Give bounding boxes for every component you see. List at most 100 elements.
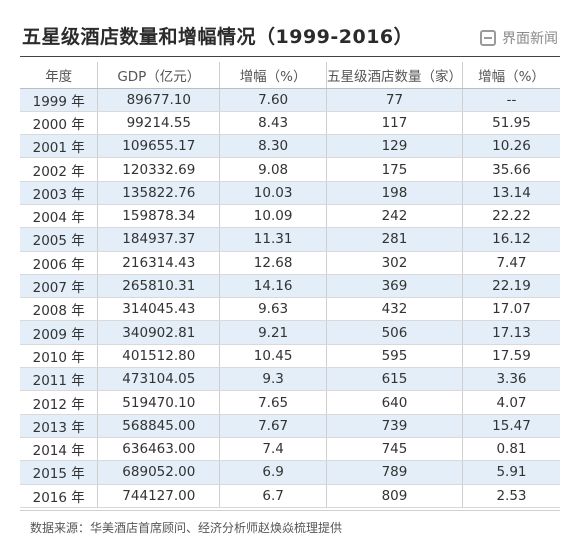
cell-gdp-growth: 10.45 — [219, 344, 327, 369]
cell-hotel-growth: 22.19 — [462, 274, 560, 299]
cell-year: 2006 年 — [20, 251, 99, 275]
table-row: 2003 年 135822.76 10.03 198 13.14 — [20, 181, 560, 205]
cell-year: 1999 年 — [20, 88, 99, 112]
brand-logo-icon — [480, 30, 496, 46]
cell-gdp-growth: 7.60 — [219, 88, 327, 112]
cell-year: 2007 年 — [20, 274, 99, 299]
cell-hotel-growth: 22.22 — [462, 204, 560, 229]
cell-gdp-growth: 7.65 — [219, 390, 327, 415]
page-title: 五星级酒店数量和增幅情况（1999-2016） — [22, 26, 414, 48]
cell-gdp-growth: 8.43 — [219, 111, 327, 136]
cell-hotel-count: 302 — [326, 251, 463, 275]
header-hotel-growth: 增幅（%） — [462, 62, 560, 89]
cell-gdp-growth: 7.4 — [219, 437, 327, 462]
cell-hotel-count: 745 — [326, 437, 463, 462]
cell-gdp-growth: 6.7 — [219, 484, 327, 508]
cell-hotel-growth: 4.07 — [462, 390, 560, 415]
cell-gdp: 568845.00 — [97, 414, 221, 438]
cell-gdp-growth: 8.30 — [219, 134, 327, 159]
cell-gdp: 314045.43 — [97, 297, 221, 322]
table-row: 2001 年 109655.17 8.30 129 10.26 — [20, 134, 560, 159]
cell-gdp-growth: 9.63 — [219, 297, 327, 322]
cell-gdp: 401512.80 — [97, 344, 221, 369]
title-bar: 五星级酒店数量和增幅情况（1999-2016） 界面新闻 — [0, 0, 580, 60]
cell-hotel-count: 432 — [326, 297, 463, 322]
cell-gdp: 89677.10 — [97, 88, 221, 112]
cell-gdp-growth: 11.31 — [219, 227, 327, 252]
cell-hotel-growth: 5.91 — [462, 460, 560, 485]
cell-year: 2001 年 — [20, 134, 99, 159]
cell-hotel-growth: 17.07 — [462, 297, 560, 322]
brand-name: 界面新闻 — [502, 31, 558, 47]
cell-hotel-growth: 35.66 — [462, 157, 560, 182]
cell-hotel-count: 281 — [326, 227, 463, 252]
cell-hotel-growth: 2.53 — [462, 484, 560, 508]
cell-gdp-growth: 10.09 — [219, 204, 327, 229]
cell-gdp-growth: 10.03 — [219, 181, 327, 205]
header-gdp-growth: 增幅（%） — [219, 62, 327, 89]
cell-hotel-growth: 17.59 — [462, 344, 560, 369]
cell-gdp: 636463.00 — [97, 437, 221, 462]
cell-hotel-growth: -- — [462, 88, 560, 112]
table-body: 1999 年 89677.10 7.60 77 -- 2000 年 99214.55 8.43… — [20, 88, 560, 508]
cell-year: 2004 年 — [20, 204, 99, 229]
cell-gdp: 689052.00 — [97, 460, 221, 485]
cell-hotel-growth: 7.47 — [462, 251, 560, 275]
cell-gdp: 473104.05 — [97, 367, 221, 392]
table-row: 1999 年 89677.10 7.60 77 -- — [20, 88, 560, 112]
cell-hotel-growth: 15.47 — [462, 414, 560, 438]
cell-year: 2010 年 — [20, 344, 99, 369]
cell-year: 2011 年 — [20, 367, 99, 392]
cell-gdp: 265810.31 — [97, 274, 221, 299]
table-row: 2007 年 265810.31 14.16 369 22.19 — [20, 274, 560, 299]
cell-year: 2013 年 — [20, 414, 99, 438]
cell-hotel-growth: 16.12 — [462, 227, 560, 252]
cell-year: 2003 年 — [20, 181, 99, 205]
cell-gdp-growth: 9.3 — [219, 367, 327, 392]
data-table: 年度 GDP（亿元） 增幅（%） 五星级酒店数量（家） 增幅（%） 1999 年… — [20, 62, 560, 508]
cell-hotel-count: 369 — [326, 274, 463, 299]
cell-gdp: 159878.34 — [97, 204, 221, 229]
table-row: 2002 年 120332.69 9.08 175 35.66 — [20, 157, 560, 182]
cell-hotel-growth: 0.81 — [462, 437, 560, 462]
table-row: 2000 年 99214.55 8.43 117 51.95 — [20, 111, 560, 136]
cell-hotel-growth: 10.26 — [462, 134, 560, 159]
cell-gdp-growth: 7.67 — [219, 414, 327, 438]
cell-hotel-count: 789 — [326, 460, 463, 485]
cell-year: 2005 年 — [20, 227, 99, 252]
cell-hotel-growth: 3.36 — [462, 367, 560, 392]
brand: 界面新闻 — [480, 28, 558, 48]
table-row: 2006 年 216314.43 12.68 302 7.47 — [20, 251, 560, 275]
cell-hotel-count: 77 — [326, 88, 463, 112]
cell-gdp: 184937.37 — [97, 227, 221, 252]
cell-gdp-growth: 9.21 — [219, 320, 327, 345]
table-row: 2008 年 314045.43 9.63 432 17.07 — [20, 297, 560, 322]
cell-gdp: 744127.00 — [97, 484, 221, 508]
table-row: 2014 年 636463.00 7.4 745 0.81 — [20, 437, 560, 462]
table-row: 2005 年 184937.37 11.31 281 16.12 — [20, 227, 560, 252]
header-year: 年度 — [20, 62, 99, 89]
cell-gdp: 120332.69 — [97, 157, 221, 182]
table-row: 2010 年 401512.80 10.45 595 17.59 — [20, 344, 560, 369]
cell-hotel-count: 117 — [326, 111, 463, 136]
cell-year: 2002 年 — [20, 157, 99, 182]
cell-gdp: 340902.81 — [97, 320, 221, 345]
cell-year: 2015 年 — [20, 460, 99, 485]
cell-hotel-growth: 51.95 — [462, 111, 560, 136]
table-header-row: 年度 GDP（亿元） 增幅（%） 五星级酒店数量（家） 增幅（%） — [20, 62, 560, 89]
cell-gdp: 109655.17 — [97, 134, 221, 159]
cell-gdp-growth: 12.68 — [219, 251, 327, 275]
cell-gdp-growth: 9.08 — [219, 157, 327, 182]
table-row: 2004 年 159878.34 10.09 242 22.22 — [20, 204, 560, 229]
cell-hotel-count: 129 — [326, 134, 463, 159]
title-divider — [20, 56, 560, 57]
cell-gdp-growth: 6.9 — [219, 460, 327, 485]
cell-hotel-count: 175 — [326, 157, 463, 182]
table-row: 2016 年 744127.00 6.7 809 2.53 — [20, 484, 560, 508]
table-row: 2011 年 473104.05 9.3 615 3.36 — [20, 367, 560, 392]
cell-gdp: 135822.76 — [97, 181, 221, 205]
cell-hotel-count: 595 — [326, 344, 463, 369]
cell-year: 2008 年 — [20, 297, 99, 322]
table-row: 2009 年 340902.81 9.21 506 17.13 — [20, 320, 560, 345]
